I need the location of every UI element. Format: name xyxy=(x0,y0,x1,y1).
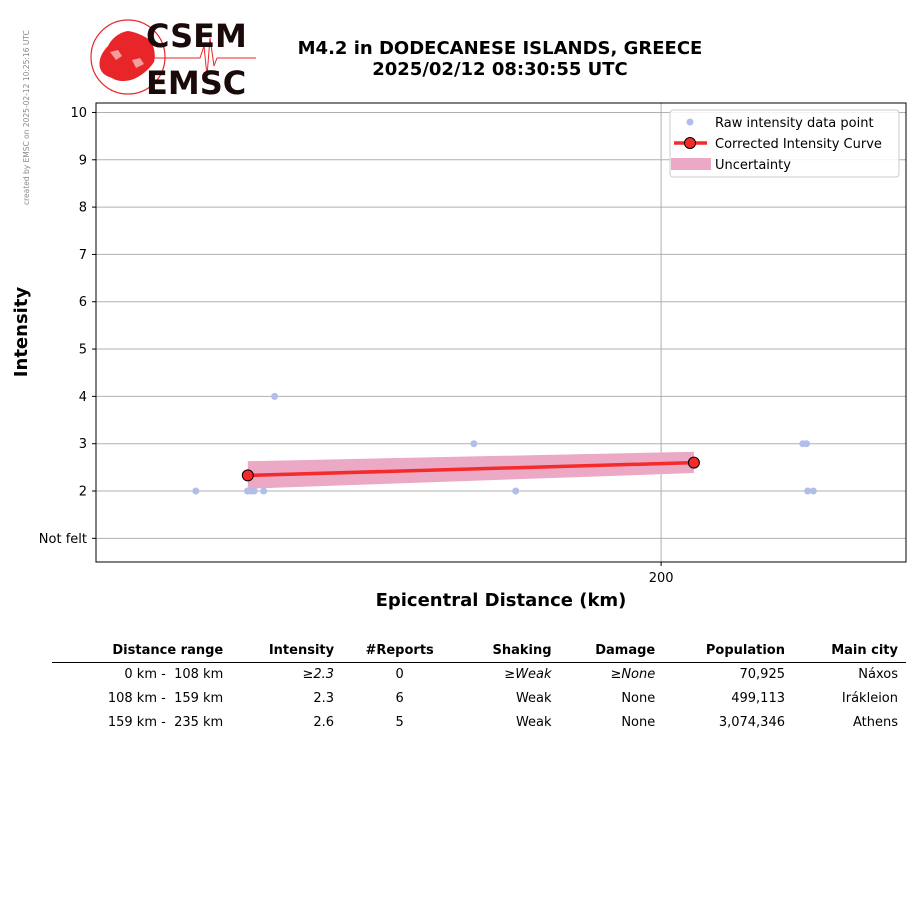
y-tick-label: 5 xyxy=(79,343,87,358)
raw-data-point xyxy=(260,487,268,495)
legend-box xyxy=(669,109,900,178)
y-tick-label: 4 xyxy=(79,390,87,405)
cell-city: Irákleion xyxy=(841,691,898,706)
y-axis-label: Intensity xyxy=(11,287,32,378)
raw-data-point xyxy=(271,392,279,400)
logo-globe-outline xyxy=(90,19,166,95)
col-reports: #Reports xyxy=(342,640,458,663)
raw-data-point xyxy=(250,487,258,495)
cell-population: 70,925 xyxy=(739,667,786,682)
title-line-time: 2025/02/12 08:30:55 UTC xyxy=(372,59,628,80)
emsc-logo: CSEM EMSC xyxy=(90,17,256,100)
cell-shaking: Weak xyxy=(515,715,552,730)
cell-intensity: ≥2.3 xyxy=(302,667,335,682)
cell-reports: 5 xyxy=(395,715,404,730)
cell-damage: ≥None xyxy=(610,667,656,682)
cell-shaking: Weak xyxy=(515,691,552,706)
table-row: 108 km - 159 km 2.3 6 Weak None 499,113 … xyxy=(52,687,906,711)
legend-label: Uncertainty xyxy=(715,158,791,173)
y-tick-label: 8 xyxy=(79,201,87,216)
intensity-chart: Not felt 2 3 4 5 6 7 8 9 10 200 Epicentral Distanc… xyxy=(11,102,907,611)
title-line-event: M4.2 in DODECANESE ISLANDS, GREECE xyxy=(297,38,703,59)
table-header-row: Distance range Intensity #Reports Shakin… xyxy=(52,640,906,663)
logo-map-shape xyxy=(99,31,155,81)
cell-intensity: 2.3 xyxy=(313,691,335,706)
col-shaking: Shaking xyxy=(457,640,560,663)
col-damage: Damage xyxy=(559,640,664,663)
curve-layer xyxy=(241,456,700,482)
table-row: 159 km - 235 km 2.6 5 Weak None 3,074,34… xyxy=(52,711,906,735)
cell-range: 159 km - 235 km xyxy=(107,715,224,730)
raw-points-layer xyxy=(192,392,817,495)
table-row: 0 km - 108 km ≥2.3 0 ≥Weak ≥None 70,925 … xyxy=(52,663,906,688)
plot-frame xyxy=(95,102,907,563)
legend: Raw intensity data point Corrected Intens… xyxy=(669,109,900,178)
x-tick-label: 200 xyxy=(649,571,674,586)
y-tick-label: 3 xyxy=(79,437,87,452)
y-tick-label: 2 xyxy=(79,485,87,500)
cell-shaking: ≥Weak xyxy=(504,667,552,682)
raw-data-point xyxy=(192,487,200,495)
intensity-summary-table: Distance range Intensity #Reports Shakin… xyxy=(52,640,906,735)
y-tick-label: 9 xyxy=(79,153,87,168)
cell-city: Athens xyxy=(852,715,898,730)
y-tick-label: 6 xyxy=(79,295,87,310)
curve-marker xyxy=(687,456,700,469)
y-tick-label: Not felt xyxy=(39,532,87,547)
col-distance-range: Distance range xyxy=(52,640,232,663)
col-intensity: Intensity xyxy=(231,640,343,663)
logo-text-emsc: EMSC xyxy=(146,64,246,100)
raw-data-point xyxy=(809,487,817,495)
col-population: Population xyxy=(663,640,793,663)
axis-ticks: Not felt 2 3 4 5 6 7 8 9 10 200 xyxy=(39,106,674,586)
x-axis-label: Epicentral Distance (km) xyxy=(376,590,627,611)
raw-data-point xyxy=(470,440,478,448)
y-tick-label: 7 xyxy=(79,248,87,263)
cell-city: Náxos xyxy=(858,667,898,682)
legend-label: Raw intensity data point xyxy=(715,116,874,131)
cell-intensity: 2.6 xyxy=(313,715,335,730)
legend-line-dot xyxy=(684,137,696,149)
legend-band-swatch xyxy=(671,158,711,170)
cell-range: 0 km - 108 km xyxy=(124,667,224,682)
cell-range: 108 km - 159 km xyxy=(107,691,224,706)
cell-population: 499,113 xyxy=(731,691,785,706)
raw-data-point xyxy=(804,487,812,495)
cell-reports: 0 xyxy=(395,667,404,682)
cell-reports: 6 xyxy=(395,691,404,706)
raw-data-point xyxy=(512,487,520,495)
logo-text-csem: CSEM xyxy=(146,17,247,55)
cell-damage: None xyxy=(621,691,656,706)
cell-damage: None xyxy=(621,715,656,730)
col-main-city: Main city xyxy=(793,640,906,663)
y-tick-label: 10 xyxy=(70,106,87,121)
corrected-intensity-curve xyxy=(247,460,694,478)
legend-dot-marker xyxy=(686,118,694,126)
curve-marker xyxy=(241,469,254,482)
logo-seismogram xyxy=(150,37,256,77)
raw-data-point xyxy=(803,440,811,448)
chart-title: M4.2 in DODECANESE ISLANDS, GREECE 2025/… xyxy=(250,38,750,80)
cell-population: 3,074,346 xyxy=(718,715,785,730)
legend-label: Corrected Intensity Curve xyxy=(715,137,882,152)
